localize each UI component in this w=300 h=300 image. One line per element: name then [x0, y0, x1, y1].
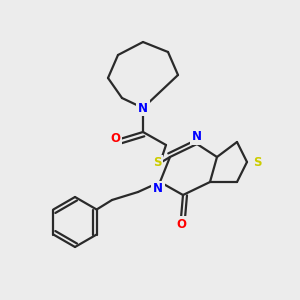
Text: N: N — [138, 101, 148, 115]
Text: S: S — [253, 155, 261, 169]
Text: O: O — [110, 133, 120, 146]
Text: S: S — [153, 157, 161, 169]
Text: O: O — [176, 218, 186, 230]
Text: N: N — [153, 182, 163, 196]
Text: N: N — [192, 130, 202, 143]
